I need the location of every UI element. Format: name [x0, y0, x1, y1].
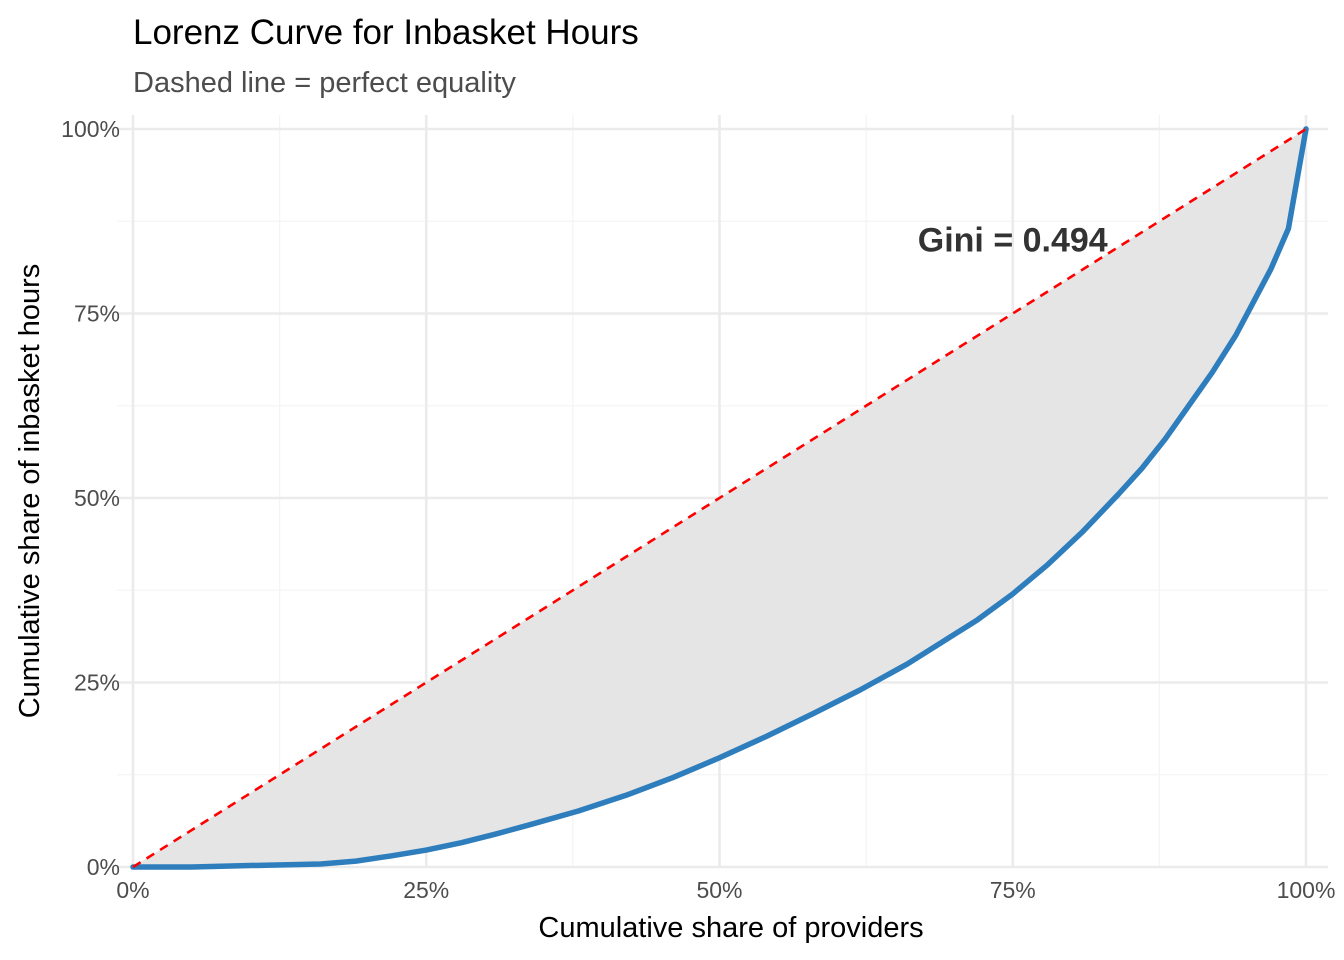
- equality-line: [132, 127, 1307, 869]
- y-tick-label: 50%: [74, 485, 120, 511]
- x-tick-label: 0%: [116, 877, 149, 903]
- chart-subtitle: Dashed line = perfect equality: [133, 67, 516, 99]
- lorenz-curve-line: [130, 126, 1309, 870]
- x-tick-label: 50%: [696, 877, 742, 903]
- tick-labels: 0% 25% 50% 75% 100% 0% 25% 50% 75% 100%: [61, 116, 1335, 903]
- y-tick-label: 25%: [74, 670, 120, 696]
- x-tick-label: 25%: [403, 877, 449, 903]
- x-tick-label: 100%: [1277, 877, 1336, 903]
- chart-title: Lorenz Curve for Inbasket Hours: [133, 13, 639, 52]
- y-tick-label: 0%: [87, 854, 120, 880]
- series-layer: [130, 126, 1309, 870]
- y-tick-label: 75%: [74, 301, 120, 327]
- y-axis-title: Cumulative share of inbasket hours: [14, 264, 46, 719]
- x-tick-label: 75%: [990, 877, 1036, 903]
- y-tick-label: 100%: [61, 116, 120, 142]
- x-axis-title: Cumulative share of providers: [538, 912, 923, 944]
- gini-annotation: Gini = 0.494: [918, 222, 1108, 260]
